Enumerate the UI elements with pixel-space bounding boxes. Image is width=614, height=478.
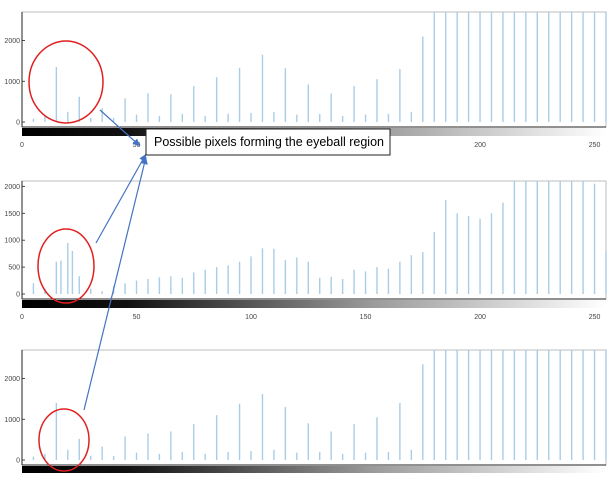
- plot-frame: [22, 12, 606, 127]
- callout-text: Possible pixels forming the eyeball regi…: [154, 135, 384, 149]
- histogram-panel-2: 0 500 1000 1500 2000 0 50 100 150 200 250: [4, 181, 606, 321]
- y-tick-label: 0: [16, 120, 20, 127]
- x-tick-label: 0: [20, 142, 24, 149]
- plot-frame: [22, 350, 606, 465]
- x-tick-label: 250: [589, 314, 601, 321]
- y-tick-label: 2000: [4, 376, 20, 383]
- x-tick-label: 200: [474, 142, 486, 149]
- x-tick-label: 0: [20, 314, 24, 321]
- highlight-ellipse-1: [29, 41, 103, 123]
- x-tick-label: 200: [474, 314, 486, 321]
- x-tick-label: 100: [245, 314, 257, 321]
- x-tick-label: 250: [589, 142, 601, 149]
- arrow-2: [96, 154, 146, 243]
- y-tick-label: 1000: [4, 417, 20, 424]
- y-tick-label: 1000: [4, 79, 20, 86]
- y-tick-label: 2000: [4, 38, 20, 45]
- y-tick-label: 500: [8, 265, 20, 272]
- y-tick-label: 0: [16, 458, 20, 465]
- y-tick-label: 1500: [4, 211, 20, 218]
- plot-frame: [22, 181, 606, 299]
- x-tick-label: 150: [360, 314, 372, 321]
- y-tick-label: 1000: [4, 238, 20, 245]
- intensity-colorbar: [22, 466, 606, 473]
- highlight-ellipse-3: [39, 409, 89, 471]
- y-tick-label: 0: [16, 292, 20, 299]
- x-tick-label: 50: [133, 314, 141, 321]
- highlight-ellipse-2: [38, 229, 94, 303]
- histogram-panel-1: 010002000050100150200250: [4, 12, 606, 149]
- y-tick-label: 2000: [4, 184, 20, 191]
